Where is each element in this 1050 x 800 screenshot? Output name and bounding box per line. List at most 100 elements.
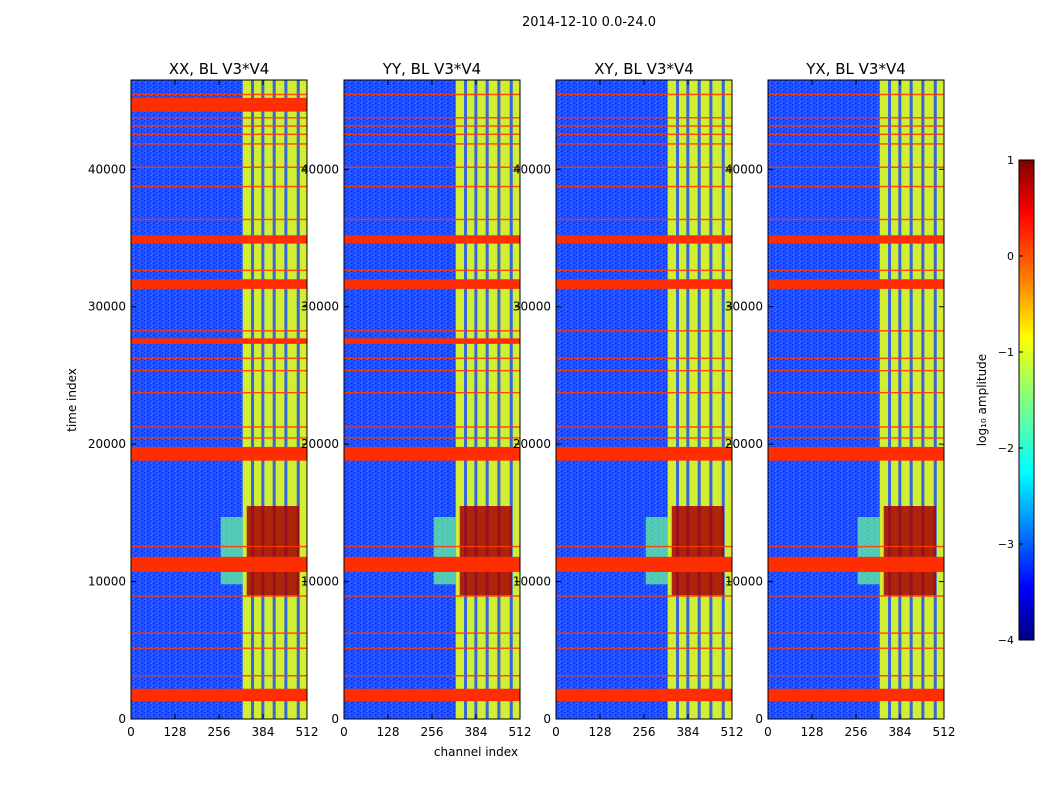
flagged-time-line bbox=[131, 93, 307, 96]
x-tick-label: 384 bbox=[252, 725, 275, 739]
flagged-time-band bbox=[768, 235, 944, 244]
y-tick-label: 40000 bbox=[88, 162, 126, 176]
flagged-time-line bbox=[131, 391, 307, 394]
flagged-time-line bbox=[768, 545, 944, 548]
flagged-time-line bbox=[344, 133, 520, 135]
channel-stripe bbox=[888, 80, 892, 719]
flagged-time-band bbox=[131, 338, 307, 344]
flagged-time-line bbox=[768, 391, 944, 394]
channel-stripe bbox=[921, 80, 925, 719]
flagged-time-line bbox=[556, 117, 732, 119]
x-tick-label: 256 bbox=[633, 725, 656, 739]
panel-title: XY, BL V3*V4 bbox=[594, 60, 694, 78]
flagged-time-line bbox=[768, 675, 944, 677]
channel-stripe bbox=[509, 80, 513, 719]
y-tick-label: 40000 bbox=[725, 162, 763, 176]
flagged-time-line bbox=[768, 357, 944, 359]
flagged-time-band bbox=[131, 446, 307, 461]
y-tick-label: 0 bbox=[543, 712, 551, 726]
flagged-time-band bbox=[556, 279, 732, 289]
flagged-time-band bbox=[344, 446, 520, 461]
flagged-time-line bbox=[344, 125, 520, 127]
flagged-time-line bbox=[344, 426, 520, 428]
x-axis-label: channel index bbox=[434, 745, 518, 759]
flagged-time-line bbox=[768, 632, 944, 634]
colorbar-tick-label: −4 bbox=[998, 634, 1014, 647]
flagged-time-line bbox=[131, 675, 307, 677]
flagged-time-band bbox=[131, 235, 307, 244]
x-tick-label: 384 bbox=[889, 725, 912, 739]
flagged-time-line bbox=[768, 369, 944, 372]
panel-title: YY, BL V3*V4 bbox=[382, 60, 481, 78]
flagged-time-line bbox=[131, 632, 307, 634]
flagged-time-line bbox=[768, 93, 944, 96]
y-tick-label: 40000 bbox=[513, 162, 551, 176]
flagged-time-line bbox=[344, 647, 520, 649]
flagged-time-line bbox=[556, 93, 732, 96]
x-tick-label: 384 bbox=[465, 725, 488, 739]
flagged-time-band bbox=[344, 338, 520, 344]
flagged-time-band bbox=[556, 446, 732, 461]
x-tick-label: 128 bbox=[377, 725, 400, 739]
x-tick-label: 128 bbox=[164, 725, 187, 739]
x-tick-label: 0 bbox=[340, 725, 348, 739]
channel-stripe bbox=[296, 80, 300, 719]
channel-stripe bbox=[474, 80, 478, 719]
flagged-time-line bbox=[556, 218, 732, 221]
flagged-time-line bbox=[344, 545, 520, 548]
flagged-time-line bbox=[344, 269, 520, 272]
flagged-time-line bbox=[131, 426, 307, 428]
flagged-time-band bbox=[344, 556, 520, 572]
panel-2: YY, BL V3*V4 0 128 256 384 512 0 10000 20000 3000… bbox=[301, 60, 532, 739]
flagged-time-line bbox=[131, 369, 307, 372]
panels: XX, BL V3*V4 0 128 256 384 512 0 10000 20000 3000… bbox=[65, 60, 955, 739]
flagged-time-line bbox=[768, 125, 944, 127]
x-tick-label: 256 bbox=[208, 725, 231, 739]
y-tick-label: 10000 bbox=[513, 575, 551, 589]
strong-interval bbox=[883, 506, 936, 596]
flagged-time-line bbox=[131, 330, 307, 332]
y-tick-label: 10000 bbox=[88, 575, 126, 589]
colorbar-tick-label: 1 bbox=[1007, 154, 1014, 167]
flagged-time-line bbox=[768, 647, 944, 649]
flagged-time-line bbox=[344, 357, 520, 359]
y-tick-label: 20000 bbox=[513, 437, 551, 451]
flagged-time-band bbox=[768, 556, 944, 572]
y-tick-label: 0 bbox=[331, 712, 339, 726]
flagged-time-line bbox=[556, 357, 732, 359]
x-tick-label: 0 bbox=[552, 725, 560, 739]
flagged-time-line bbox=[131, 166, 307, 168]
strong-interval-halo bbox=[857, 516, 880, 585]
colorbar-tick-label: −3 bbox=[998, 538, 1014, 551]
y-tick-label: 20000 bbox=[725, 437, 763, 451]
figure-suptitle: 2014-12-10 0.0-24.0 bbox=[522, 15, 656, 30]
x-tick-label: 256 bbox=[845, 725, 868, 739]
flagged-time-line bbox=[344, 143, 520, 145]
channel-stripe bbox=[284, 80, 288, 719]
flagged-time-line bbox=[131, 437, 307, 439]
x-tick-label: 128 bbox=[801, 725, 824, 739]
flagged-time-line bbox=[556, 185, 732, 188]
flagged-time-line bbox=[131, 545, 307, 548]
flagged-time-line bbox=[131, 185, 307, 188]
flagged-time-line bbox=[344, 437, 520, 439]
flagged-time-band bbox=[131, 688, 307, 702]
y-tick-label: 40000 bbox=[301, 162, 339, 176]
flagged-time-line bbox=[131, 125, 307, 127]
channel-stripe bbox=[686, 80, 690, 719]
x-tick-label: 512 bbox=[296, 725, 319, 739]
flagged-time-band bbox=[556, 556, 732, 572]
panel-title: YX, BL V3*V4 bbox=[805, 60, 906, 78]
strong-interval bbox=[671, 506, 724, 596]
flagged-time-line bbox=[768, 117, 944, 119]
flagged-time-line bbox=[556, 166, 732, 168]
channel-stripe bbox=[676, 80, 680, 719]
y-tick-label: 0 bbox=[755, 712, 763, 726]
flagged-time-band bbox=[344, 279, 520, 289]
x-tick-label: 512 bbox=[721, 725, 744, 739]
channel-stripe bbox=[933, 80, 937, 719]
flagged-time-line bbox=[344, 675, 520, 677]
channel-stripe bbox=[251, 80, 255, 719]
flagged-time-line bbox=[131, 143, 307, 145]
flagged-time-line bbox=[768, 330, 944, 332]
